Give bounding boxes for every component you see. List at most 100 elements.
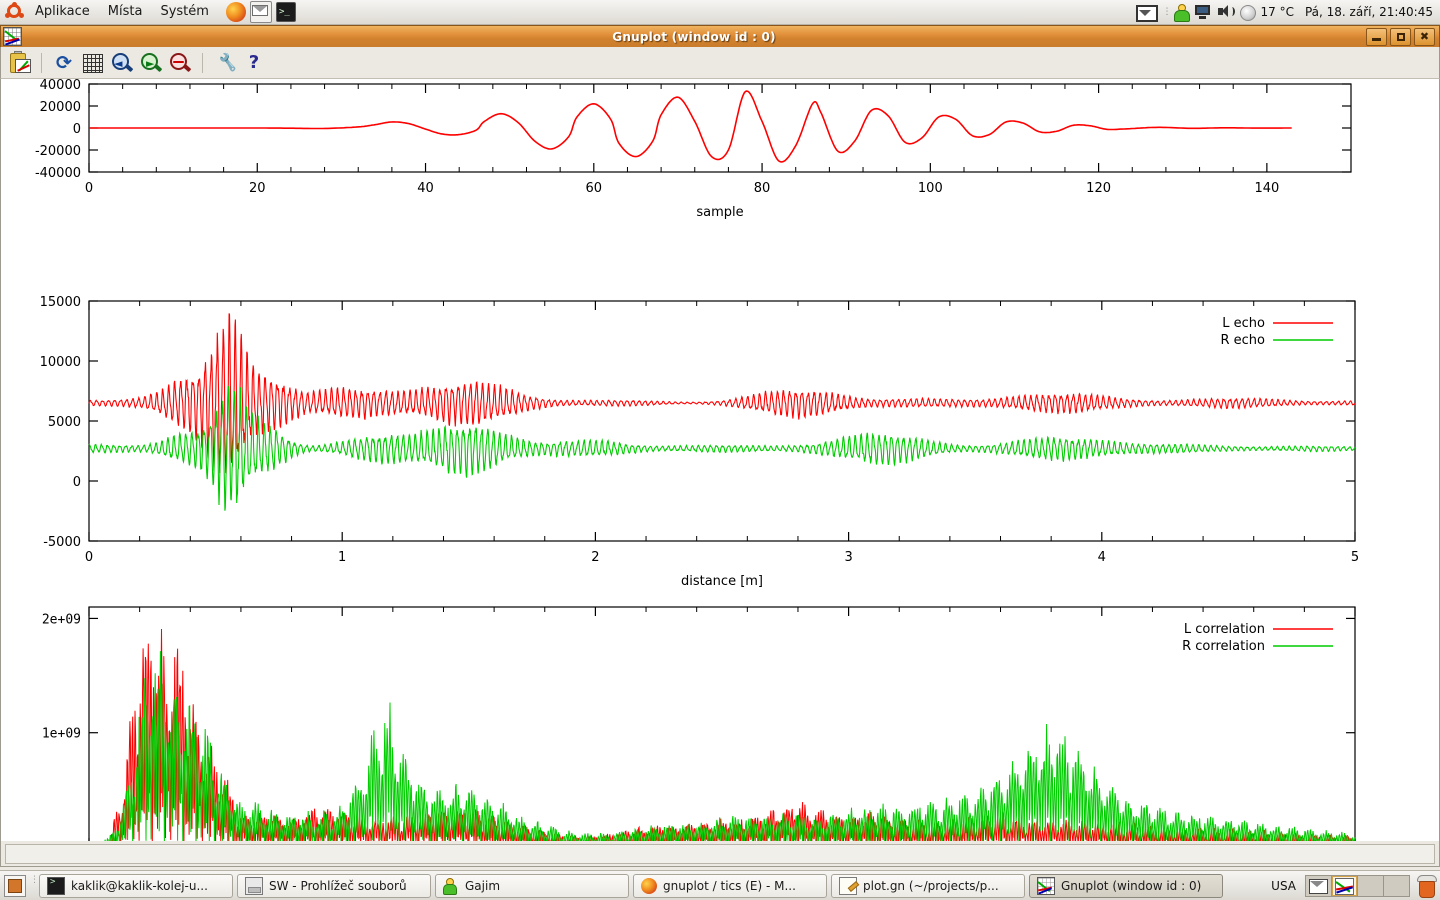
keyboard-layout-indicator[interactable]: USA	[1271, 878, 1296, 893]
x-tick-label: 2	[591, 550, 599, 565]
copy-to-clipboard-button[interactable]	[7, 50, 31, 75]
taskbar-item-label: kaklik@kaklik-kolej-u...	[71, 878, 208, 893]
temperature-label: 17 °C	[1260, 5, 1294, 19]
envelope-icon[interactable]	[1135, 4, 1158, 22]
gajim-user-icon[interactable]	[1173, 4, 1190, 22]
show-desktop-button[interactable]	[4, 874, 26, 897]
ubuntu-logo-icon[interactable]	[5, 2, 24, 21]
panel-launchers: >_	[225, 1, 296, 23]
x-tick-label: 0	[85, 181, 93, 196]
mail-icon[interactable]	[249, 1, 272, 23]
y-tick-label: 5000	[48, 415, 81, 430]
file-manager-icon	[245, 876, 263, 895]
y-tick-label: 0	[73, 122, 81, 137]
taskbar-item-gajim[interactable]: Gajim	[435, 873, 629, 898]
replot-button[interactable]: ⟳	[56, 51, 72, 74]
toolbar-separator-2	[202, 52, 203, 73]
taskbar-item-file-manager[interactable]: SW - Prohlížeč souborů	[237, 873, 431, 898]
x-tick-label: 0	[85, 550, 93, 565]
x-axis-label: distance [m]	[681, 574, 763, 589]
taskbar-item-firefox[interactable]: gnuplot / tics (E) - M...	[633, 873, 827, 898]
gnome-top-panel: Aplikace Místa Systém >_ ⋮ 17 °C Pá, 18.…	[0, 0, 1440, 25]
taskbar-grip: ⋮	[30, 874, 39, 885]
taskbar-item-label: Gnuplot (window id : 0)	[1061, 878, 1202, 893]
x-tick-label: 140	[1254, 181, 1279, 196]
maximize-button[interactable]	[1390, 27, 1411, 46]
gnuplot-toolbar: ⟳ ◄ ► 🔧 ?	[0, 47, 1440, 79]
status-field	[5, 844, 1435, 864]
x-tick-label: 100	[918, 181, 943, 196]
gajim-icon	[443, 877, 459, 895]
legend-label: R correlation	[1182, 639, 1265, 654]
chart-1: -40000 -20000 0 20000 40000 0 20 40 60 80 100 120 14…	[35, 79, 1352, 220]
help-button[interactable]: ?	[248, 51, 260, 73]
workspace-switcher[interactable]	[1305, 874, 1410, 897]
legend-label: L correlation	[1184, 622, 1265, 637]
chart-2: -5000 0 5000 10000 15000 0 1 2 3 4 5 distance [m] L …	[40, 295, 1360, 589]
trash-icon[interactable]	[1416, 874, 1437, 898]
taskbar-item-text-editor[interactable]: plot.gn (~/projects/p...	[831, 873, 1025, 898]
y-tick-label: 15000	[40, 295, 81, 310]
settings-button[interactable]: 🔧	[216, 52, 238, 73]
x-axis-label: sample	[696, 205, 743, 220]
y-tick-label: 1e+09	[42, 727, 81, 742]
y-tick-label: 2e+09	[42, 612, 81, 627]
x-tick-label: 80	[754, 181, 771, 196]
x-tick-label: 1	[338, 550, 346, 565]
tray-grip: ⋮	[1162, 7, 1172, 17]
window-title: Gnuplot (window id : 0)	[612, 29, 776, 44]
menu-applications[interactable]: Aplikace	[35, 4, 90, 19]
menu-places[interactable]: Místa	[107, 4, 143, 19]
gnome-taskbar: ⋮ kaklik@kaklik-kolej-u... SW - Prohlíže…	[0, 870, 1440, 900]
x-tick-label: 4	[1098, 550, 1106, 565]
gnuplot-icon	[1037, 876, 1055, 895]
taskbar-item-label: plot.gn (~/projects/p...	[863, 878, 999, 893]
terminal-icon	[47, 876, 65, 895]
series-R-correlation	[104, 651, 1356, 841]
firefox-icon	[641, 877, 657, 894]
gnuplot-statusbar	[0, 841, 1440, 867]
volume-icon[interactable]	[1217, 3, 1235, 21]
zoom-previous-button[interactable]: ◄	[110, 51, 134, 75]
workspace-4[interactable]	[1384, 875, 1409, 896]
text-editor-icon	[839, 876, 857, 895]
zoom-next-button[interactable]: ►	[139, 51, 163, 75]
panel-menubar: Aplikace Místa Systém	[26, 0, 218, 24]
panel-tray: ⋮ 17 °C Pá, 18. září, 21:40:45	[1135, 3, 1440, 22]
close-button[interactable]: ✖	[1414, 27, 1435, 46]
x-tick-label: 5	[1351, 550, 1359, 565]
taskbar-item-label: Gajim	[465, 878, 501, 893]
y-tick-label: -40000	[35, 166, 81, 181]
taskbar-item-label: SW - Prohlížeč souborů	[269, 878, 407, 893]
taskbar-item-terminal[interactable]: kaklik@kaklik-kolej-u...	[39, 873, 233, 898]
gnuplot-window: Gnuplot (window id : 0) ✖ ⟳ ◄ ► 🔧 ? -400…	[0, 25, 1440, 870]
clock-label[interactable]: Pá, 18. září, 21:40:45	[1304, 5, 1433, 19]
workspace-2[interactable]	[1332, 875, 1358, 896]
weather-icon[interactable]	[1239, 5, 1256, 21]
x-tick-label: 120	[1086, 181, 1111, 196]
firefox-icon[interactable]	[225, 2, 246, 22]
autoscale-button[interactable]	[168, 51, 192, 75]
y-tick-label: 10000	[40, 355, 81, 370]
legend-label: R echo	[1220, 333, 1265, 348]
toggle-grid-button[interactable]	[81, 51, 105, 75]
terminal-icon[interactable]: >_	[275, 2, 296, 22]
x-tick-label: 3	[844, 550, 852, 565]
menu-system[interactable]: Systém	[160, 4, 209, 19]
workspace-1[interactable]	[1306, 875, 1332, 896]
toolbar-separator	[41, 52, 42, 73]
y-tick-label: 0	[73, 475, 81, 490]
taskbar-right-area: USA	[1265, 874, 1437, 898]
window-controls: ✖	[1366, 27, 1439, 46]
gnuplot-icon	[3, 27, 22, 46]
plot-frame	[88, 300, 1356, 542]
x-tick-label: 40	[417, 181, 434, 196]
y-tick-label: -20000	[35, 144, 81, 159]
y-tick-label: 40000	[40, 79, 81, 93]
taskbar-item-gnuplot[interactable]: Gnuplot (window id : 0)	[1029, 873, 1223, 898]
window-titlebar[interactable]: Gnuplot (window id : 0) ✖	[0, 25, 1440, 47]
workspace-3[interactable]	[1358, 875, 1384, 896]
monitor-icon[interactable]	[1194, 3, 1212, 21]
minimize-button[interactable]	[1366, 27, 1387, 46]
gnuplot-canvas[interactable]: -40000 -20000 0 20000 40000 0 20 40 60 80 100 120 14…	[0, 79, 1440, 841]
